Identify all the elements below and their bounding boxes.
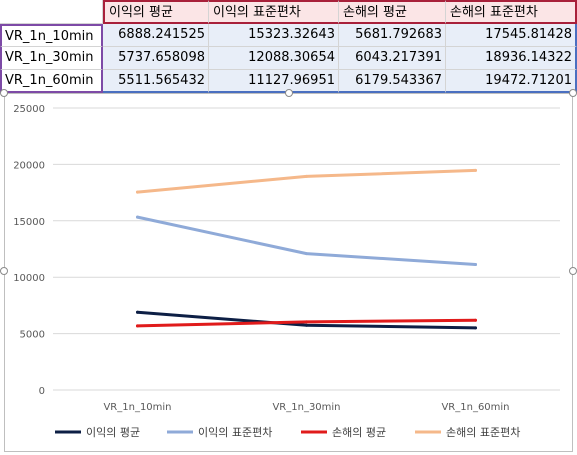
header-cell[interactable]: 손해의 평균 xyxy=(339,0,446,24)
data-point xyxy=(474,326,477,330)
resize-handle[interactable] xyxy=(569,89,577,97)
legend-label: 이익의 표준편차 xyxy=(198,426,272,439)
resize-handle[interactable] xyxy=(0,89,8,97)
legend-label: 손해의 평균 xyxy=(332,425,386,439)
header-cell[interactable]: 이익의 표준편차 xyxy=(209,0,339,24)
data-point xyxy=(305,174,308,178)
x-tick-label: VR_1n_30min xyxy=(272,402,340,413)
data-point xyxy=(136,190,139,194)
data-point xyxy=(305,252,308,256)
series-line xyxy=(136,215,477,266)
y-tick-label: 20000 xyxy=(13,160,45,171)
series-line xyxy=(136,168,477,194)
y-tick-label: 5000 xyxy=(20,330,45,341)
chart-canvas: 0 5000 10000 15000 20000 25000 VR_1n_10min VR_1… xyxy=(13,104,560,439)
legend-label: 이익의 평균 xyxy=(86,426,140,439)
x-tick-label: VR_1n_10min xyxy=(103,402,171,413)
line-chart[interactable]: 0 5000 10000 15000 20000 25000 VR_1n_10min VR_1… xyxy=(4,93,573,452)
data-point xyxy=(305,323,308,327)
spreadsheet-grid: 이익의 평균 이익의 표준편차 손해의 평균 손해의 표준편차 VR_1n_10… xyxy=(0,0,577,93)
table-cell[interactable]: 6179.543367 xyxy=(339,70,446,93)
table-cell[interactable]: 5737.658098 xyxy=(103,47,209,70)
data-point xyxy=(136,324,139,328)
table-cell[interactable]: 5511.565432 xyxy=(103,70,209,93)
table-cell[interactable]: 5681.792683 xyxy=(339,24,446,47)
table-cell[interactable]: 15323.32643 xyxy=(209,24,339,47)
resize-handle[interactable] xyxy=(285,89,293,97)
row-label[interactable]: VR_1n_60min xyxy=(0,70,103,93)
legend-label: 손해의 표준편차 xyxy=(446,425,520,439)
data-point xyxy=(474,318,477,322)
table-cell[interactable]: 19472.71201 xyxy=(446,70,577,93)
header-cell[interactable]: 손해의 표준편차 xyxy=(446,0,577,24)
resize-handle[interactable] xyxy=(0,267,8,275)
data-point xyxy=(136,215,139,219)
row-label[interactable]: VR_1n_30min xyxy=(0,47,103,70)
table-cell[interactable]: 12088.30654 xyxy=(209,47,339,70)
y-tick-label: 25000 xyxy=(13,104,45,115)
data-point xyxy=(305,320,308,324)
table-cell[interactable]: 17545.81428 xyxy=(446,24,577,47)
x-tick-label: VR_1n_60min xyxy=(441,402,509,413)
resize-handle[interactable] xyxy=(569,267,577,275)
y-tick-label: 10000 xyxy=(13,273,45,284)
y-tick-label: 15000 xyxy=(13,217,45,228)
table-cell[interactable]: 6888.241525 xyxy=(103,24,209,47)
data-point xyxy=(474,168,477,172)
data-point xyxy=(136,310,139,314)
table-cell[interactable]: 18936.14322 xyxy=(446,47,577,70)
y-tick-label: 0 xyxy=(39,386,45,397)
data-point xyxy=(474,262,477,266)
corner-cell[interactable] xyxy=(0,0,103,24)
row-label[interactable]: VR_1n_10min xyxy=(0,24,103,47)
table-cell[interactable]: 11127.96951 xyxy=(209,70,339,93)
table-cell[interactable]: 6043.217391 xyxy=(339,47,446,70)
header-cell[interactable]: 이익의 평균 xyxy=(103,0,209,24)
